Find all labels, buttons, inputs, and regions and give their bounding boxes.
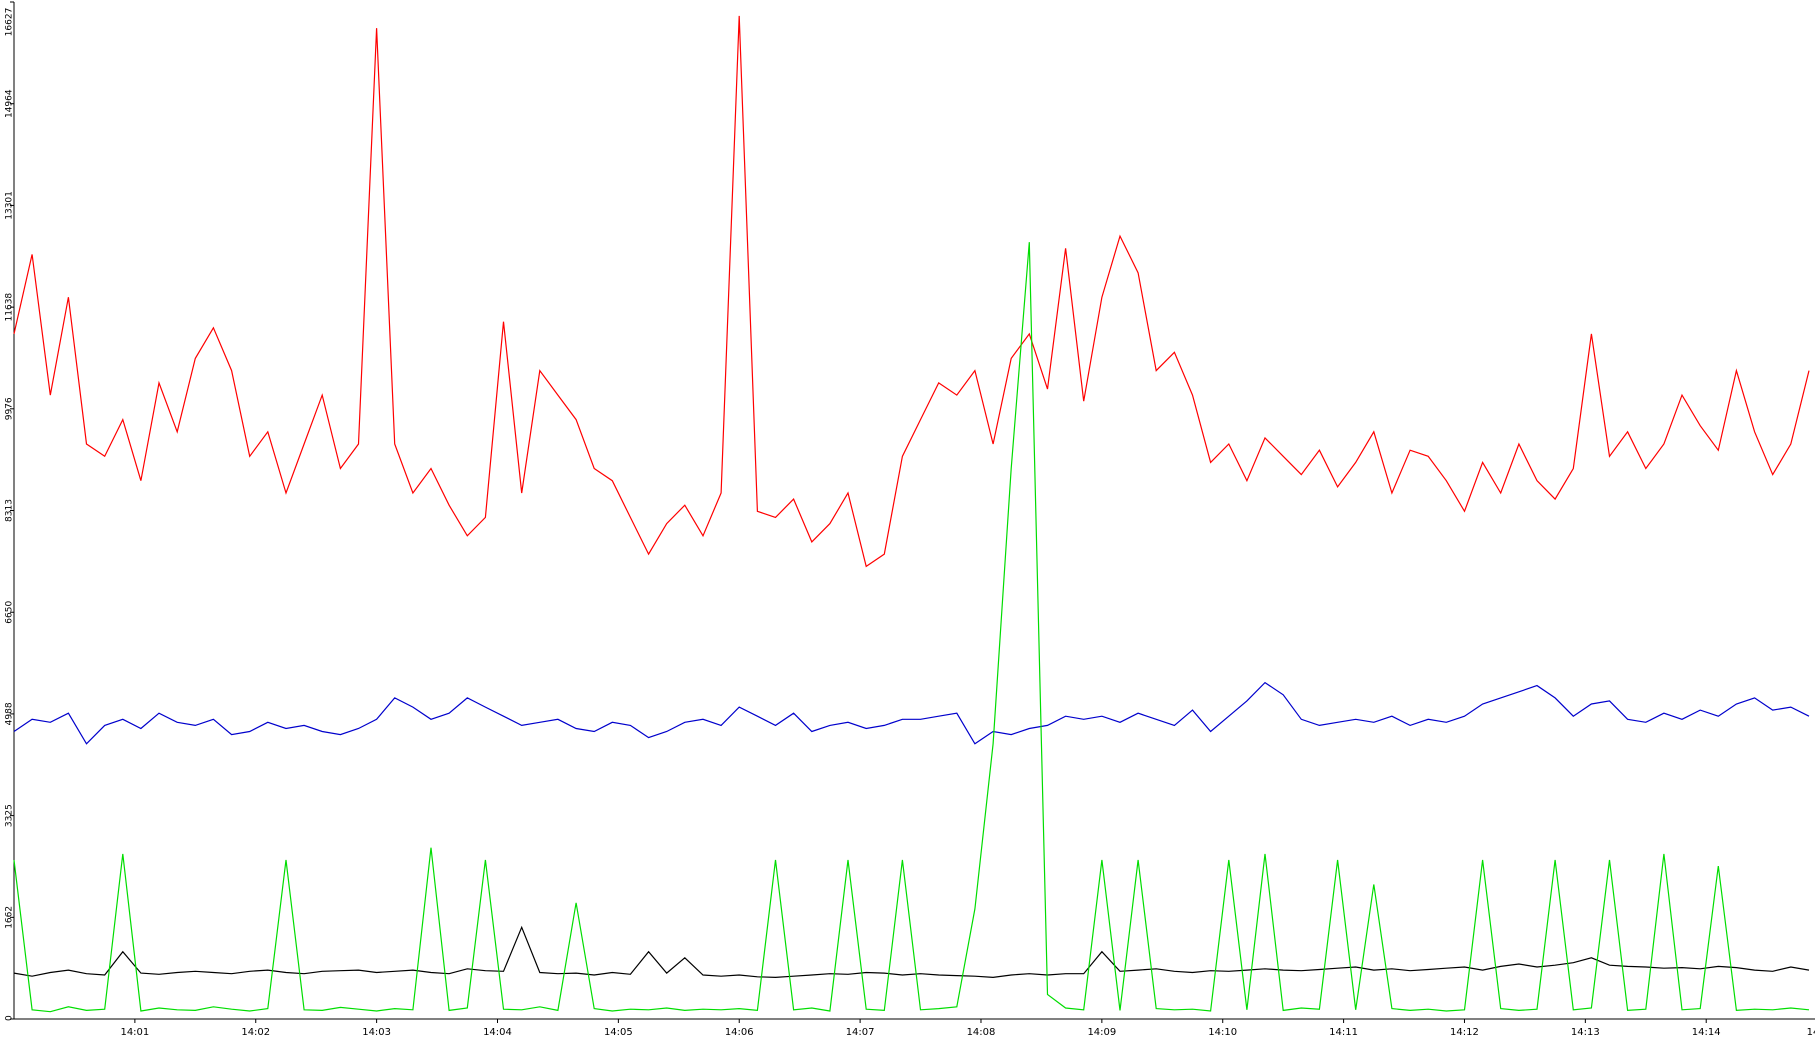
y-tick-label: 13301 xyxy=(5,191,15,220)
x-tick-label: 14:14 xyxy=(1692,1027,1721,1038)
y-tick-label: 11638 xyxy=(5,293,15,322)
x-tick-label: 14:07 xyxy=(846,1027,875,1038)
x-tick-label: 14:12 xyxy=(1450,1027,1479,1038)
series-line xyxy=(13,925,1810,979)
x-tick-label: 14:09 xyxy=(1087,1027,1116,1038)
x-tick-label: 14:11 xyxy=(1329,1027,1358,1038)
y-tick-label: 9976 xyxy=(5,397,15,420)
series-line xyxy=(13,15,1810,568)
x-tick-label: 14:03 xyxy=(362,1027,391,1038)
x-tick-label: 14:01 xyxy=(120,1027,149,1038)
x-tick-label: 14:05 xyxy=(604,1027,633,1038)
series-line xyxy=(13,681,1810,745)
x-tick-label: 14:10 xyxy=(1208,1027,1237,1038)
series-line xyxy=(13,242,1810,1013)
x-tick-label: 14:04 xyxy=(483,1027,512,1038)
y-tick-label: 6650 xyxy=(5,601,15,624)
y-tick-label: 0 xyxy=(5,1015,15,1021)
y-tick-label: 3325 xyxy=(5,804,15,827)
y-tick-label: 16627 xyxy=(5,8,15,37)
x-tick-label: 14:08 xyxy=(967,1027,996,1038)
y-tick-label: 1662 xyxy=(5,906,15,929)
x-tick-label: 14:06 xyxy=(725,1027,754,1038)
y-tick-label: 14964 xyxy=(5,89,15,118)
x-tick-label: 14:15 xyxy=(1807,1027,1815,1038)
y-tick-label: 8313 xyxy=(5,499,15,522)
y-tick-label: 4988 xyxy=(5,702,15,725)
x-tick-label: 14:02 xyxy=(241,1027,270,1038)
x-tick-label: 14:13 xyxy=(1571,1027,1600,1038)
